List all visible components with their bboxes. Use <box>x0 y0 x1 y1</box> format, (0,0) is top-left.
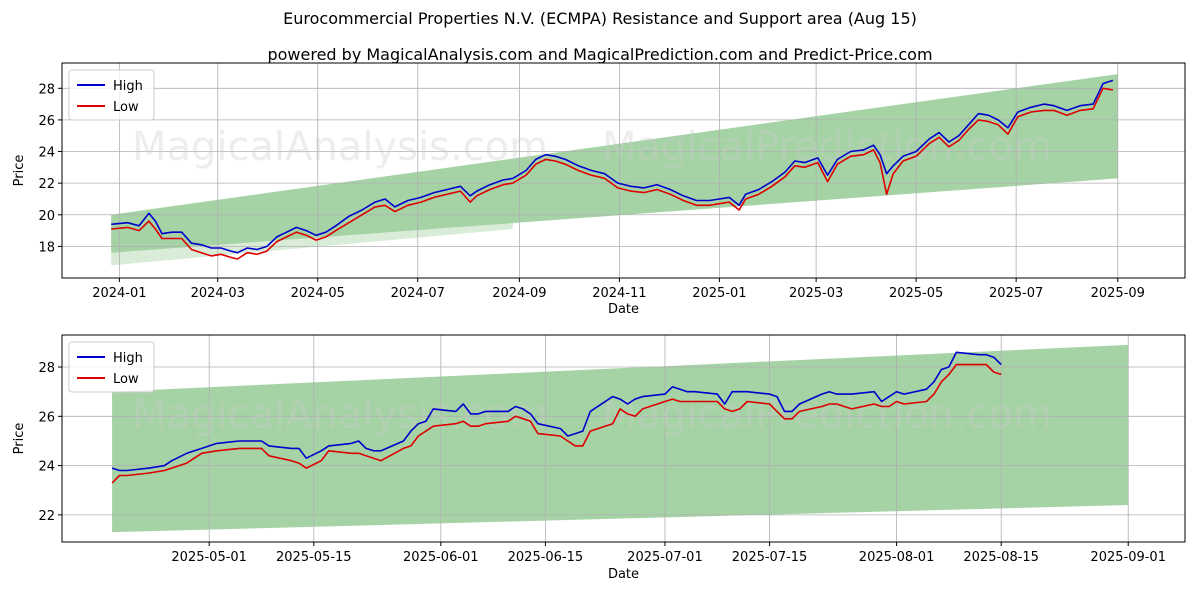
legend-box <box>68 69 155 121</box>
x-tick-label: 2025-01 <box>692 286 746 301</box>
x-axis-label: Date <box>608 302 639 317</box>
legend: High Low <box>68 341 155 393</box>
x-tick-label: 2025-06-15 <box>508 550 584 565</box>
watermark-prediction: MagicalPrediction.com <box>602 392 1052 438</box>
series-line-low <box>111 87 1114 260</box>
legend: High Low <box>68 69 155 121</box>
legend-label-low: Low <box>113 372 139 387</box>
x-tick-label: 2025-07-01 <box>627 550 703 565</box>
y-tick-label: 28 <box>38 361 55 376</box>
watermark-analysis: MagicalAnalysis.com <box>132 124 548 170</box>
x-tick-label: 2025-07-15 <box>732 550 808 565</box>
x-tick-label: 2025-03 <box>789 286 843 301</box>
series-line-high <box>111 79 1114 254</box>
series-line-high <box>111 351 1002 472</box>
y-tick-label: 28 <box>38 82 55 97</box>
x-tick-label: 2025-05-01 <box>171 550 247 565</box>
y-tick-label: 26 <box>38 410 55 425</box>
legend-label-high: High <box>113 351 143 366</box>
x-tick-label: 2024-11 <box>592 286 646 301</box>
x-tick-label: 2025-07 <box>989 286 1043 301</box>
y-tick-label: 24 <box>38 460 55 475</box>
x-tick-label: 2025-09-01 <box>1090 550 1166 565</box>
y-tick-label: 26 <box>38 114 55 129</box>
x-tick-label: 2024-05 <box>291 286 345 301</box>
x-tick-label: 2025-08-01 <box>859 550 935 565</box>
y-tick-label: 18 <box>38 240 55 255</box>
x-tick-label: 2025-05 <box>889 286 943 301</box>
y-tick-label: 22 <box>38 177 55 192</box>
x-tick-label: 2024-01 <box>92 286 146 301</box>
chart-subtitle: powered by MagicalAnalysis.com and Magic… <box>267 45 933 64</box>
x-tick-label: 2025-05-15 <box>276 550 352 565</box>
y-axis-label: Price <box>12 423 27 455</box>
legend-label-low: Low <box>113 100 139 115</box>
x-tick-label: 2024-03 <box>191 286 245 301</box>
legend-box <box>68 341 155 393</box>
series-line-low <box>111 363 1002 484</box>
y-tick-label: 24 <box>38 146 55 161</box>
y-tick-label: 20 <box>38 209 55 224</box>
x-tick-label: 2025-06-01 <box>403 550 479 565</box>
x-tick-label: 2024-09 <box>492 286 546 301</box>
y-axis-label: Price <box>12 155 27 187</box>
legend-label-high: High <box>113 79 143 94</box>
x-axis-label: Date <box>608 567 639 582</box>
chart-2: MagicalAnalysis.com MagicalPrediction.com… <box>12 334 1186 582</box>
watermark-prediction: MagicalPrediction.com <box>602 124 1052 170</box>
x-tick-label: 2025-08-15 <box>963 550 1039 565</box>
chart-title: Eurocommercial Properties N.V. (ECMPA) R… <box>283 9 917 28</box>
plot-frame <box>61 62 1186 279</box>
plot-frame <box>61 334 1186 543</box>
y-tick-label: 22 <box>38 509 55 524</box>
x-tick-label: 2025-09 <box>1091 286 1145 301</box>
chart-1: MagicalAnalysis.com MagicalPrediction.com… <box>12 62 1186 317</box>
resistance-support-band <box>111 74 1118 253</box>
resistance-support-band <box>112 344 1129 533</box>
x-tick-label: 2024-07 <box>391 286 445 301</box>
watermark-analysis: MagicalAnalysis.com <box>132 392 548 438</box>
